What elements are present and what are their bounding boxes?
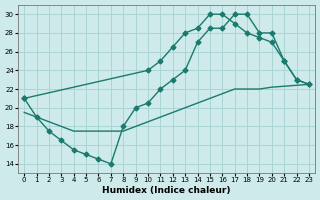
X-axis label: Humidex (Indice chaleur): Humidex (Indice chaleur) <box>102 186 231 195</box>
